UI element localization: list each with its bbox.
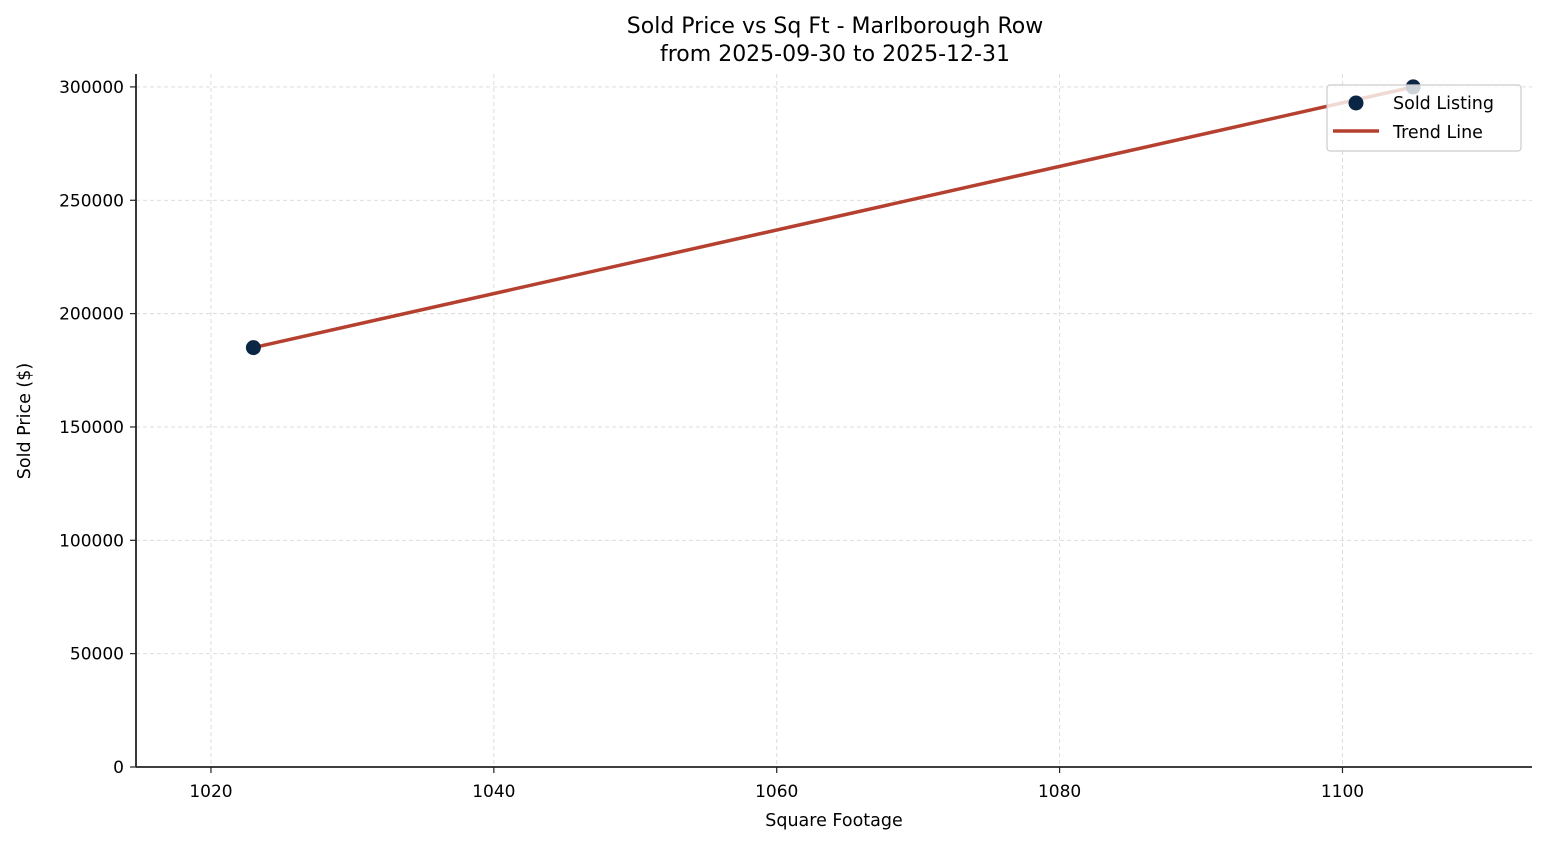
x-axis-label: Square Footage [765,811,903,831]
chart-subtitle: from 2025-09-30 to 2025-12-31 [660,42,1010,67]
x-tick-label: 1100 [1321,782,1364,802]
trend-line-path [253,85,1414,350]
trend-line [253,85,1414,350]
legend-label-trend-line: Trend Line [1392,123,1483,143]
y-tick-label: 300000 [59,78,124,98]
y-axis-label: Sold Price ($) [15,363,35,479]
y-tick-label: 0 [113,758,124,778]
data-point [245,340,261,356]
chart-title: Sold Price vs Sq Ft - Marlborough Row [627,14,1043,39]
y-axis-ticks: 0 50000 100000 150000 200000 250000 300000 [59,78,136,778]
grid-lines [136,74,1532,768]
x-tick-label: 1040 [472,782,515,802]
legend-marker-sold-listing-icon [1348,95,1364,111]
legend-box [1326,84,1522,152]
x-axis-ticks: 1020 1040 1060 1080 1100 [189,767,1364,802]
x-tick-label: 1080 [1038,782,1081,802]
x-tick-label: 1020 [189,782,232,802]
y-tick-label: 100000 [59,531,124,551]
y-tick-label: 50000 [70,645,124,665]
legend: Sold Listing Trend Line [1326,84,1522,152]
y-tick-label: 150000 [59,418,124,438]
axes [135,74,1532,768]
y-tick-label: 250000 [59,191,124,211]
y-tick-label: 200000 [59,305,124,325]
legend-label-sold-listing: Sold Listing [1393,94,1494,114]
x-tick-label: 1060 [755,782,798,802]
